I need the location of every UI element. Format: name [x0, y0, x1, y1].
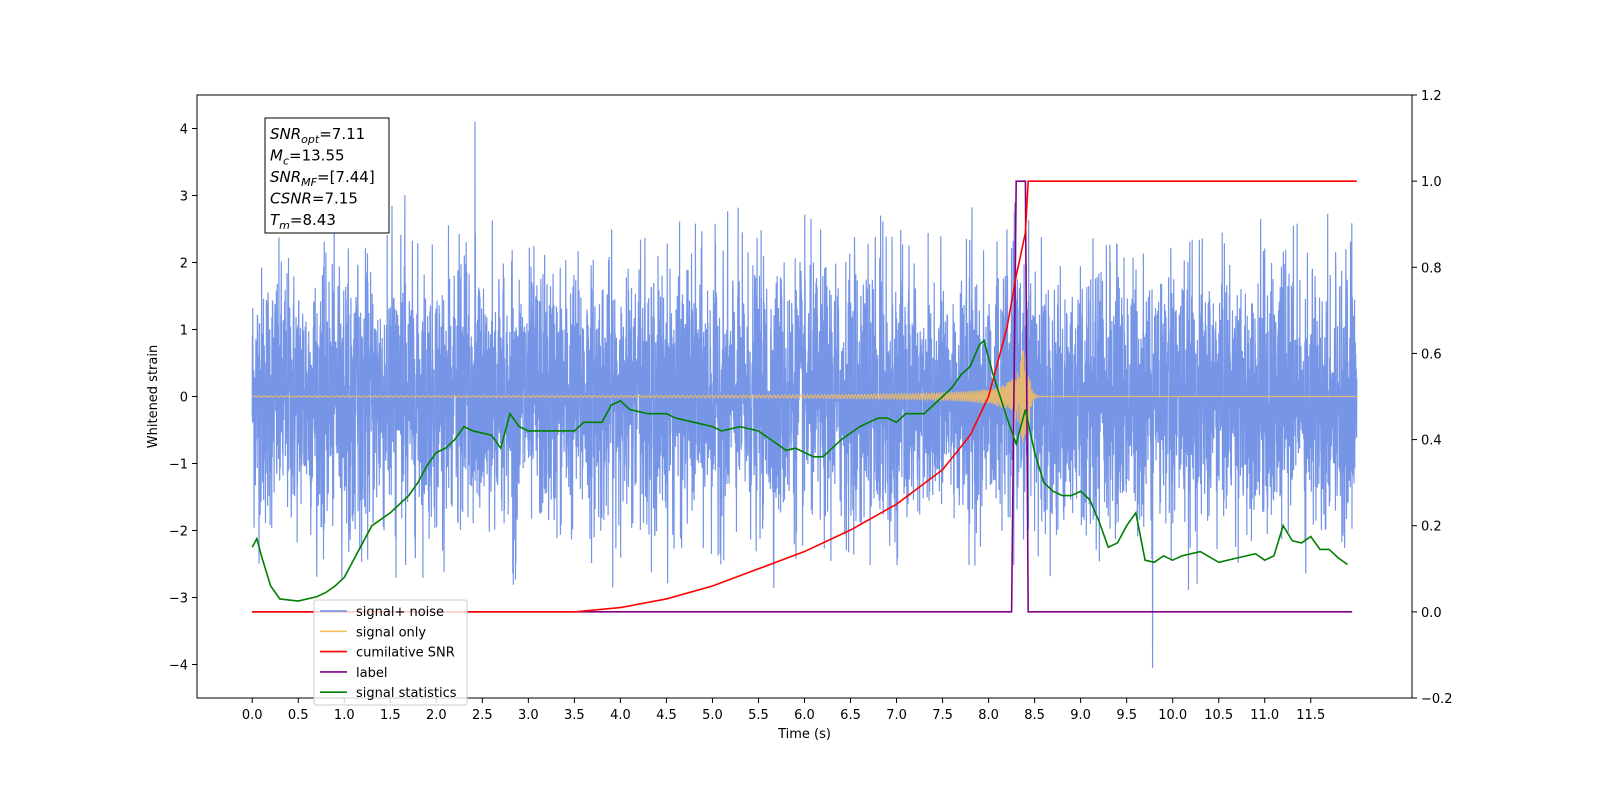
y-tick-label: 3: [180, 190, 188, 205]
x-tick-label: 8.0: [978, 708, 999, 723]
label-line: [252, 180, 1353, 613]
info-annotation-box: SNRopt=7.11Mc=13.55SNRMF=[7.44]CSNR=7.15…: [264, 117, 390, 234]
legend-entry: cumilative SNR: [356, 646, 455, 661]
x-tick-label: 0.5: [288, 708, 309, 723]
legend-entry: signal statistics: [356, 686, 457, 701]
y-tick-label: −4: [169, 659, 188, 674]
x-tick-label: 11.0: [1250, 708, 1279, 723]
signal-noise-line: [251, 121, 1358, 668]
y2-tick-label: −0.2: [1421, 692, 1453, 707]
signal-statistics-line: [251, 339, 1349, 602]
x-tick-label: 2.5: [472, 708, 493, 723]
x-tick-label: 10.0: [1158, 708, 1187, 723]
y2-tick-label: 0.8: [1421, 261, 1442, 276]
x-tick-label: 1.0: [334, 708, 355, 723]
y2-tick-label: 0.0: [1421, 606, 1442, 621]
x-axis-label: Time (s): [777, 727, 831, 742]
plot-area: [251, 121, 1358, 668]
annotation-line-snr-mf: SNRMF=[7.44]: [270, 168, 375, 189]
x-tick-label: 7.0: [886, 708, 907, 723]
axis-ticks: 0.0 0.5 1.0 1.5 2.0 2.5 3.0 3.5 4.0 4.5 5.0 5.5 6.0 6…: [169, 89, 1453, 723]
x-tick-label: 5.5: [748, 708, 769, 723]
y2-tick-label: 1.0: [1421, 175, 1442, 190]
legend-entry: signal only: [356, 625, 426, 640]
x-tick-label: 4.0: [610, 708, 631, 723]
y2-tick-label: 0.2: [1421, 520, 1442, 535]
x-tick-label: 5.0: [702, 708, 723, 723]
legend-entry: label: [356, 666, 387, 681]
x-tick-label: 6.5: [840, 708, 861, 723]
legend-entry: signal+ noise: [356, 605, 444, 620]
y-tick-label: −1: [169, 458, 188, 473]
y-tick-label: 1: [180, 324, 188, 339]
x-tick-label: 3.0: [518, 708, 539, 723]
x-tick-label: 8.5: [1024, 708, 1045, 723]
y-tick-label: 0: [180, 391, 188, 406]
x-tick-label: 11.5: [1296, 708, 1325, 723]
x-tick-label: 9.0: [1070, 708, 1091, 723]
annotation-line-tm: Tm=8.43: [270, 211, 336, 232]
legend-frame: [313, 599, 468, 706]
annotation-line-csnr: CSNR=7.15: [270, 190, 358, 208]
y2-tick-label: 1.2: [1421, 89, 1442, 104]
cumulative-snr-line: [252, 180, 1357, 613]
y-tick-label: 2: [180, 257, 188, 272]
x-tick-label: 10.5: [1204, 708, 1233, 723]
x-tick-label: 4.5: [656, 708, 677, 723]
x-tick-label: 1.5: [380, 708, 401, 723]
annotation-line-snr-opt: SNRopt=7.11: [270, 125, 365, 146]
x-tick-label: 2.0: [426, 708, 447, 723]
y-axis-label: Whitened strain: [146, 345, 161, 448]
y-tick-label: −2: [169, 525, 188, 540]
x-tick-label: 0.0: [242, 708, 263, 723]
y2-tick-label: 0.6: [1421, 347, 1442, 362]
signal-only-line: [252, 350, 1357, 444]
legend: signal+ noise signal only cumilative SNR la…: [313, 599, 468, 706]
annotation-line-mc: Mc=13.55: [270, 147, 345, 168]
y2-tick-label: 0.4: [1421, 434, 1442, 449]
x-tick-label: 3.5: [564, 708, 585, 723]
annotation-frame: [264, 117, 390, 234]
y-tick-label: 4: [180, 123, 188, 138]
y-tick-label: −3: [169, 592, 188, 607]
x-tick-label: 7.5: [932, 708, 953, 723]
x-tick-label: 6.0: [794, 708, 815, 723]
x-tick-label: 9.5: [1116, 708, 1137, 723]
